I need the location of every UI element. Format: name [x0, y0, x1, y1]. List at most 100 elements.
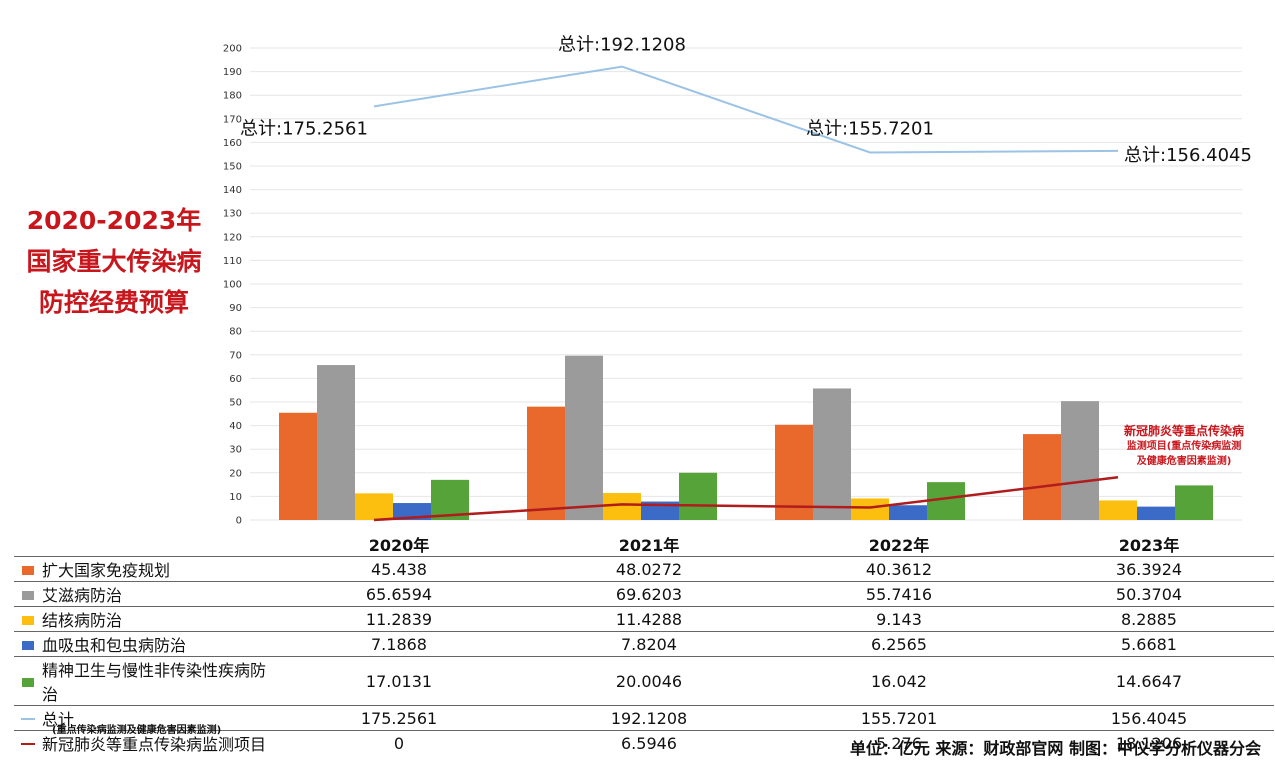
table-row: 扩大国家免疫规划 45.438 48.0272 40.3612 36.3924	[14, 556, 1274, 582]
legend-swatch	[21, 743, 35, 745]
legend-swatch	[21, 718, 35, 720]
bar	[527, 406, 565, 520]
legend-swatch-cell	[14, 606, 42, 632]
y-tick-label: 120	[223, 232, 242, 243]
bar	[1023, 434, 1061, 520]
y-tick-label: 180	[223, 91, 242, 102]
header-blank	[42, 532, 274, 557]
y-tick-label: 190	[223, 67, 242, 78]
table-cell: 7.1868	[274, 631, 524, 657]
legend-swatch	[22, 677, 34, 687]
legend-label: 新冠肺炎等重点传染病监测项目	[42, 730, 274, 755]
bar	[889, 505, 927, 520]
legend-swatch-cell	[14, 581, 42, 607]
legend-label: 总计	[42, 705, 274, 731]
table-cell: 65.6594	[274, 581, 524, 607]
header-blank	[14, 532, 42, 557]
table-cell: 16.042	[774, 656, 1024, 706]
table-cell: 0	[274, 730, 524, 755]
y-axis: 0 10 20 30 40 50 60 70 80 90 100 110 120 130 140 150 160…	[223, 44, 242, 527]
table-cell: 11.2839	[274, 606, 524, 632]
y-tick-label: 80	[229, 327, 242, 338]
bar	[775, 424, 813, 520]
table-cell: 5.6681	[1024, 631, 1274, 657]
table-cell: 5.276	[774, 730, 1024, 755]
year-header: 2023年	[1118, 536, 1180, 555]
y-tick-label: 70	[229, 350, 242, 361]
chart-area: 0 10 20 30 40 50 60 70 80 90 100 110 120 130 140 150 160…	[223, 35, 1252, 527]
bar	[1099, 500, 1137, 520]
table-cell: 11.4288	[524, 606, 774, 632]
y-tick-label: 30	[229, 445, 242, 456]
total-annotation: 总计:155.7201	[806, 119, 934, 140]
bar	[1175, 485, 1213, 520]
table-cell: 18.1206	[1024, 730, 1274, 755]
bar	[1061, 401, 1099, 520]
legend-label: 结核病防治	[42, 606, 274, 632]
legend-swatch-cell	[14, 556, 42, 582]
y-tick-label: 10	[229, 492, 242, 503]
year-header: 2022年	[868, 536, 930, 555]
table-cell: 69.6203	[524, 581, 774, 607]
table-cell: 8.2885	[1024, 606, 1274, 632]
table-cell: 17.0131	[274, 656, 524, 706]
table-cell: 9.143	[774, 606, 1024, 632]
legend-swatch-cell	[14, 730, 42, 755]
table-row: 精神卫生与慢性非传染性疾病防治 17.0131 20.0046 16.042 14.66…	[14, 656, 1274, 706]
data-table: 2020年 2021年 2022年 2023年 扩大国家免疫规划 45.438 48.027…	[14, 532, 1274, 755]
table-cell: 20.0046	[524, 656, 774, 706]
total-annotation: 总计:156.4045	[1124, 145, 1252, 166]
bar	[603, 493, 641, 520]
legend-swatch-cell	[14, 631, 42, 657]
legend-label: 艾滋病防治	[42, 581, 274, 607]
y-tick-label: 90	[229, 303, 242, 314]
year-header: 2021年	[618, 536, 680, 555]
table-row: 新冠肺炎等重点传染病监测项目 0 6.5946 5.276 18.1206	[14, 730, 1274, 755]
table-cell: 6.5946	[524, 730, 774, 755]
table-cell: 6.2565	[774, 631, 1024, 657]
legend-swatch	[22, 615, 34, 625]
table-cell: 7.8204	[524, 631, 774, 657]
covid-note-line-2: 监测项目(重点传染病监测	[1126, 441, 1242, 452]
legend-swatch	[22, 640, 34, 650]
table-cell: 175.2561	[274, 705, 524, 731]
y-tick-label: 170	[223, 114, 242, 125]
y-tick-label: 100	[223, 280, 242, 291]
bar	[851, 498, 889, 520]
bar	[679, 472, 717, 520]
bar	[317, 365, 355, 520]
y-tick-label: 60	[229, 374, 242, 385]
y-tick-label: 140	[223, 185, 242, 196]
lines	[373, 65, 1119, 522]
covid-line-annotation: 新冠肺炎等重点传染病 监测项目(重点传染病监测 及健康危害因素监测)	[1098, 424, 1270, 469]
covid-note-line-3: 及健康危害因素监测)	[1136, 456, 1232, 467]
y-tick-label: 50	[229, 398, 242, 409]
bar	[279, 412, 317, 520]
title-line-1: 2020-2023年	[26, 206, 202, 235]
table-cell: 50.3704	[1024, 581, 1274, 607]
year-header: 2020年	[368, 536, 430, 555]
y-tick-label: 20	[229, 468, 242, 479]
covid-note-line-1: 新冠肺炎等重点传染病	[1123, 424, 1244, 438]
table-cell: 55.7416	[774, 581, 1024, 607]
bar	[813, 388, 851, 520]
total-annotation: 总计:175.2561	[240, 118, 368, 139]
table-row: 总计 175.2561 192.1208 155.7201 156.4045	[14, 705, 1274, 731]
y-tick-label: 40	[229, 421, 242, 432]
y-tick-label: 200	[223, 44, 242, 55]
legend-label: 精神卫生与慢性非传染性疾病防治	[42, 656, 274, 706]
table-row: 结核病防治 11.2839 11.4288 9.143 8.2885	[14, 606, 1274, 632]
covid-series-subtitle: (重点传染病监测及健康危害因素监测)	[52, 725, 222, 736]
table-header-row: 2020年 2021年 2022年 2023年	[14, 532, 1274, 557]
legend-label: 扩大国家免疫规划	[42, 556, 274, 582]
y-tick-label: 160	[223, 138, 242, 149]
bar	[393, 503, 431, 520]
table-cell: 156.4045	[1024, 705, 1274, 731]
covid-line	[373, 475, 1119, 522]
y-tick-label: 150	[223, 162, 242, 173]
y-tick-label: 130	[223, 209, 242, 220]
legend-label: 血吸虫和包虫病防治	[42, 631, 274, 657]
table-cell: 14.6647	[1024, 656, 1274, 706]
bar	[565, 355, 603, 520]
table-cell: 155.7201	[774, 705, 1024, 731]
